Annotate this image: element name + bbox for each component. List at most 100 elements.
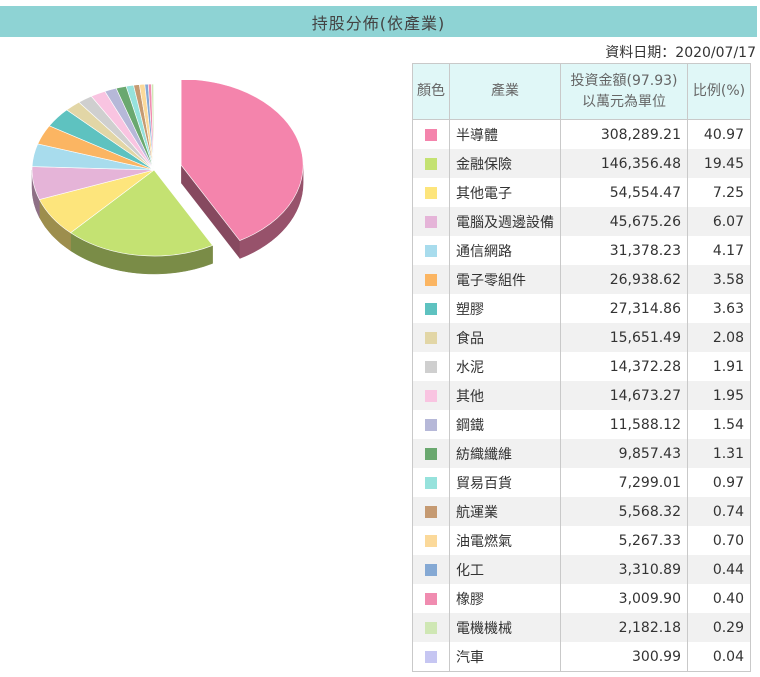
industry-cell: 紡織纖維	[449, 439, 561, 468]
color-cell	[412, 526, 450, 555]
color-swatch	[425, 331, 437, 344]
amount-cell: 31,378.23	[560, 236, 688, 265]
table-row: 食品 15,651.49 2.08	[412, 323, 751, 352]
amount-cell: 27,314.86	[560, 294, 688, 323]
percent-cell: 0.29	[687, 613, 751, 642]
amount-cell: 14,372.28	[560, 352, 688, 381]
amount-cell: 15,651.49	[560, 323, 688, 352]
amount-cell: 54,554.47	[560, 178, 688, 207]
color-cell	[412, 410, 450, 439]
column-header-color: 顏色	[412, 63, 450, 120]
color-swatch	[425, 418, 437, 431]
data-date: 資料日期：2020/07/17	[605, 45, 756, 61]
pie-tops	[31, 80, 304, 257]
amount-header-line1: 投資金額(97.93)	[570, 72, 678, 89]
percent-cell: 0.04	[687, 642, 751, 672]
industry-cell: 貿易百貨	[449, 468, 561, 497]
percent-cell: 0.40	[687, 584, 751, 613]
amount-header-line2: 以萬元為單位	[582, 93, 666, 110]
percent-cell: 1.91	[687, 352, 751, 381]
color-cell	[412, 497, 450, 526]
page-title: 持股分佈(依產業)	[0, 6, 757, 37]
color-swatch	[425, 186, 437, 199]
color-cell	[412, 236, 450, 265]
industry-table: 顏色 產業 投資金額(97.93) 以萬元為單位 比例(%) 半導體 308,28…	[412, 63, 751, 672]
color-cell	[412, 294, 450, 323]
color-swatch	[425, 157, 437, 170]
amount-cell: 146,356.48	[560, 149, 688, 178]
amount-cell: 5,267.33	[560, 526, 688, 555]
color-cell	[412, 468, 450, 497]
table-row: 橡膠 3,009.90 0.40	[412, 584, 751, 613]
percent-cell: 0.97	[687, 468, 751, 497]
table-row: 金融保險 146,356.48 19.45	[412, 149, 751, 178]
column-header-amount: 投資金額(97.93) 以萬元為單位	[560, 63, 688, 120]
table-row: 通信網路 31,378.23 4.17	[412, 236, 751, 265]
color-swatch	[425, 215, 437, 228]
color-cell	[412, 613, 450, 642]
color-swatch	[425, 563, 437, 576]
column-header-industry: 產業	[449, 63, 561, 120]
column-header-percent: 比例(%)	[687, 63, 751, 120]
percent-cell: 0.44	[687, 555, 751, 584]
color-swatch	[425, 447, 437, 460]
industry-cell: 汽車	[449, 642, 561, 672]
amount-cell: 26,938.62	[560, 265, 688, 294]
amount-cell: 3,009.90	[560, 584, 688, 613]
amount-cell: 7,299.01	[560, 468, 688, 497]
percent-cell: 6.07	[687, 207, 751, 236]
color-swatch	[425, 302, 437, 315]
industry-cell: 金融保險	[449, 149, 561, 178]
industry-cell: 半導體	[449, 119, 561, 149]
table-row: 水泥 14,372.28 1.91	[412, 352, 751, 381]
table-row: 電機機械 2,182.18 0.29	[412, 613, 751, 642]
pie-slice	[180, 80, 304, 241]
amount-cell: 2,182.18	[560, 613, 688, 642]
table-row: 鋼鐵 11,588.12 1.54	[412, 410, 751, 439]
table-row: 其他電子 54,554.47 7.25	[412, 178, 751, 207]
table-row: 其他 14,673.27 1.95	[412, 381, 751, 410]
industry-pie-chart	[31, 80, 304, 275]
color-swatch	[425, 505, 437, 518]
color-cell	[412, 119, 450, 149]
table-row: 電腦及週邊設備 45,675.26 6.07	[412, 207, 751, 236]
color-swatch	[425, 621, 437, 634]
percent-cell: 0.74	[687, 497, 751, 526]
industry-cell: 油電燃氣	[449, 526, 561, 555]
color-swatch	[425, 128, 437, 141]
color-cell	[412, 265, 450, 294]
percent-cell: 1.31	[687, 439, 751, 468]
color-cell	[412, 642, 450, 672]
percent-cell: 7.25	[687, 178, 751, 207]
amount-cell: 3,310.89	[560, 555, 688, 584]
color-cell	[412, 555, 450, 584]
color-swatch	[425, 650, 437, 663]
amount-cell: 5,568.32	[560, 497, 688, 526]
table-row: 貿易百貨 7,299.01 0.97	[412, 468, 751, 497]
pie-slice	[70, 169, 214, 257]
color-swatch	[425, 534, 437, 547]
percent-cell: 1.95	[687, 381, 751, 410]
industry-cell: 水泥	[449, 352, 561, 381]
table-row: 半導體 308,289.21 40.97	[412, 119, 751, 149]
color-swatch	[425, 244, 437, 257]
industry-cell: 塑膠	[449, 294, 561, 323]
industry-cell: 化工	[449, 555, 561, 584]
percent-cell: 2.08	[687, 323, 751, 352]
amount-cell: 308,289.21	[560, 119, 688, 149]
color-cell	[412, 584, 450, 613]
industry-cell: 橡膠	[449, 584, 561, 613]
table-row: 紡織纖維 9,857.43 1.31	[412, 439, 751, 468]
percent-cell: 1.54	[687, 410, 751, 439]
industry-cell: 航運業	[449, 497, 561, 526]
industry-cell: 其他電子	[449, 178, 561, 207]
industry-cell: 電子零組件	[449, 265, 561, 294]
color-cell	[412, 381, 450, 410]
color-cell	[412, 439, 450, 468]
table-row: 化工 3,310.89 0.44	[412, 555, 751, 584]
percent-cell: 3.58	[687, 265, 751, 294]
table-row: 汽車 300.99 0.04	[412, 642, 751, 672]
percent-cell: 19.45	[687, 149, 751, 178]
percent-cell: 4.17	[687, 236, 751, 265]
amount-cell: 9,857.43	[560, 439, 688, 468]
